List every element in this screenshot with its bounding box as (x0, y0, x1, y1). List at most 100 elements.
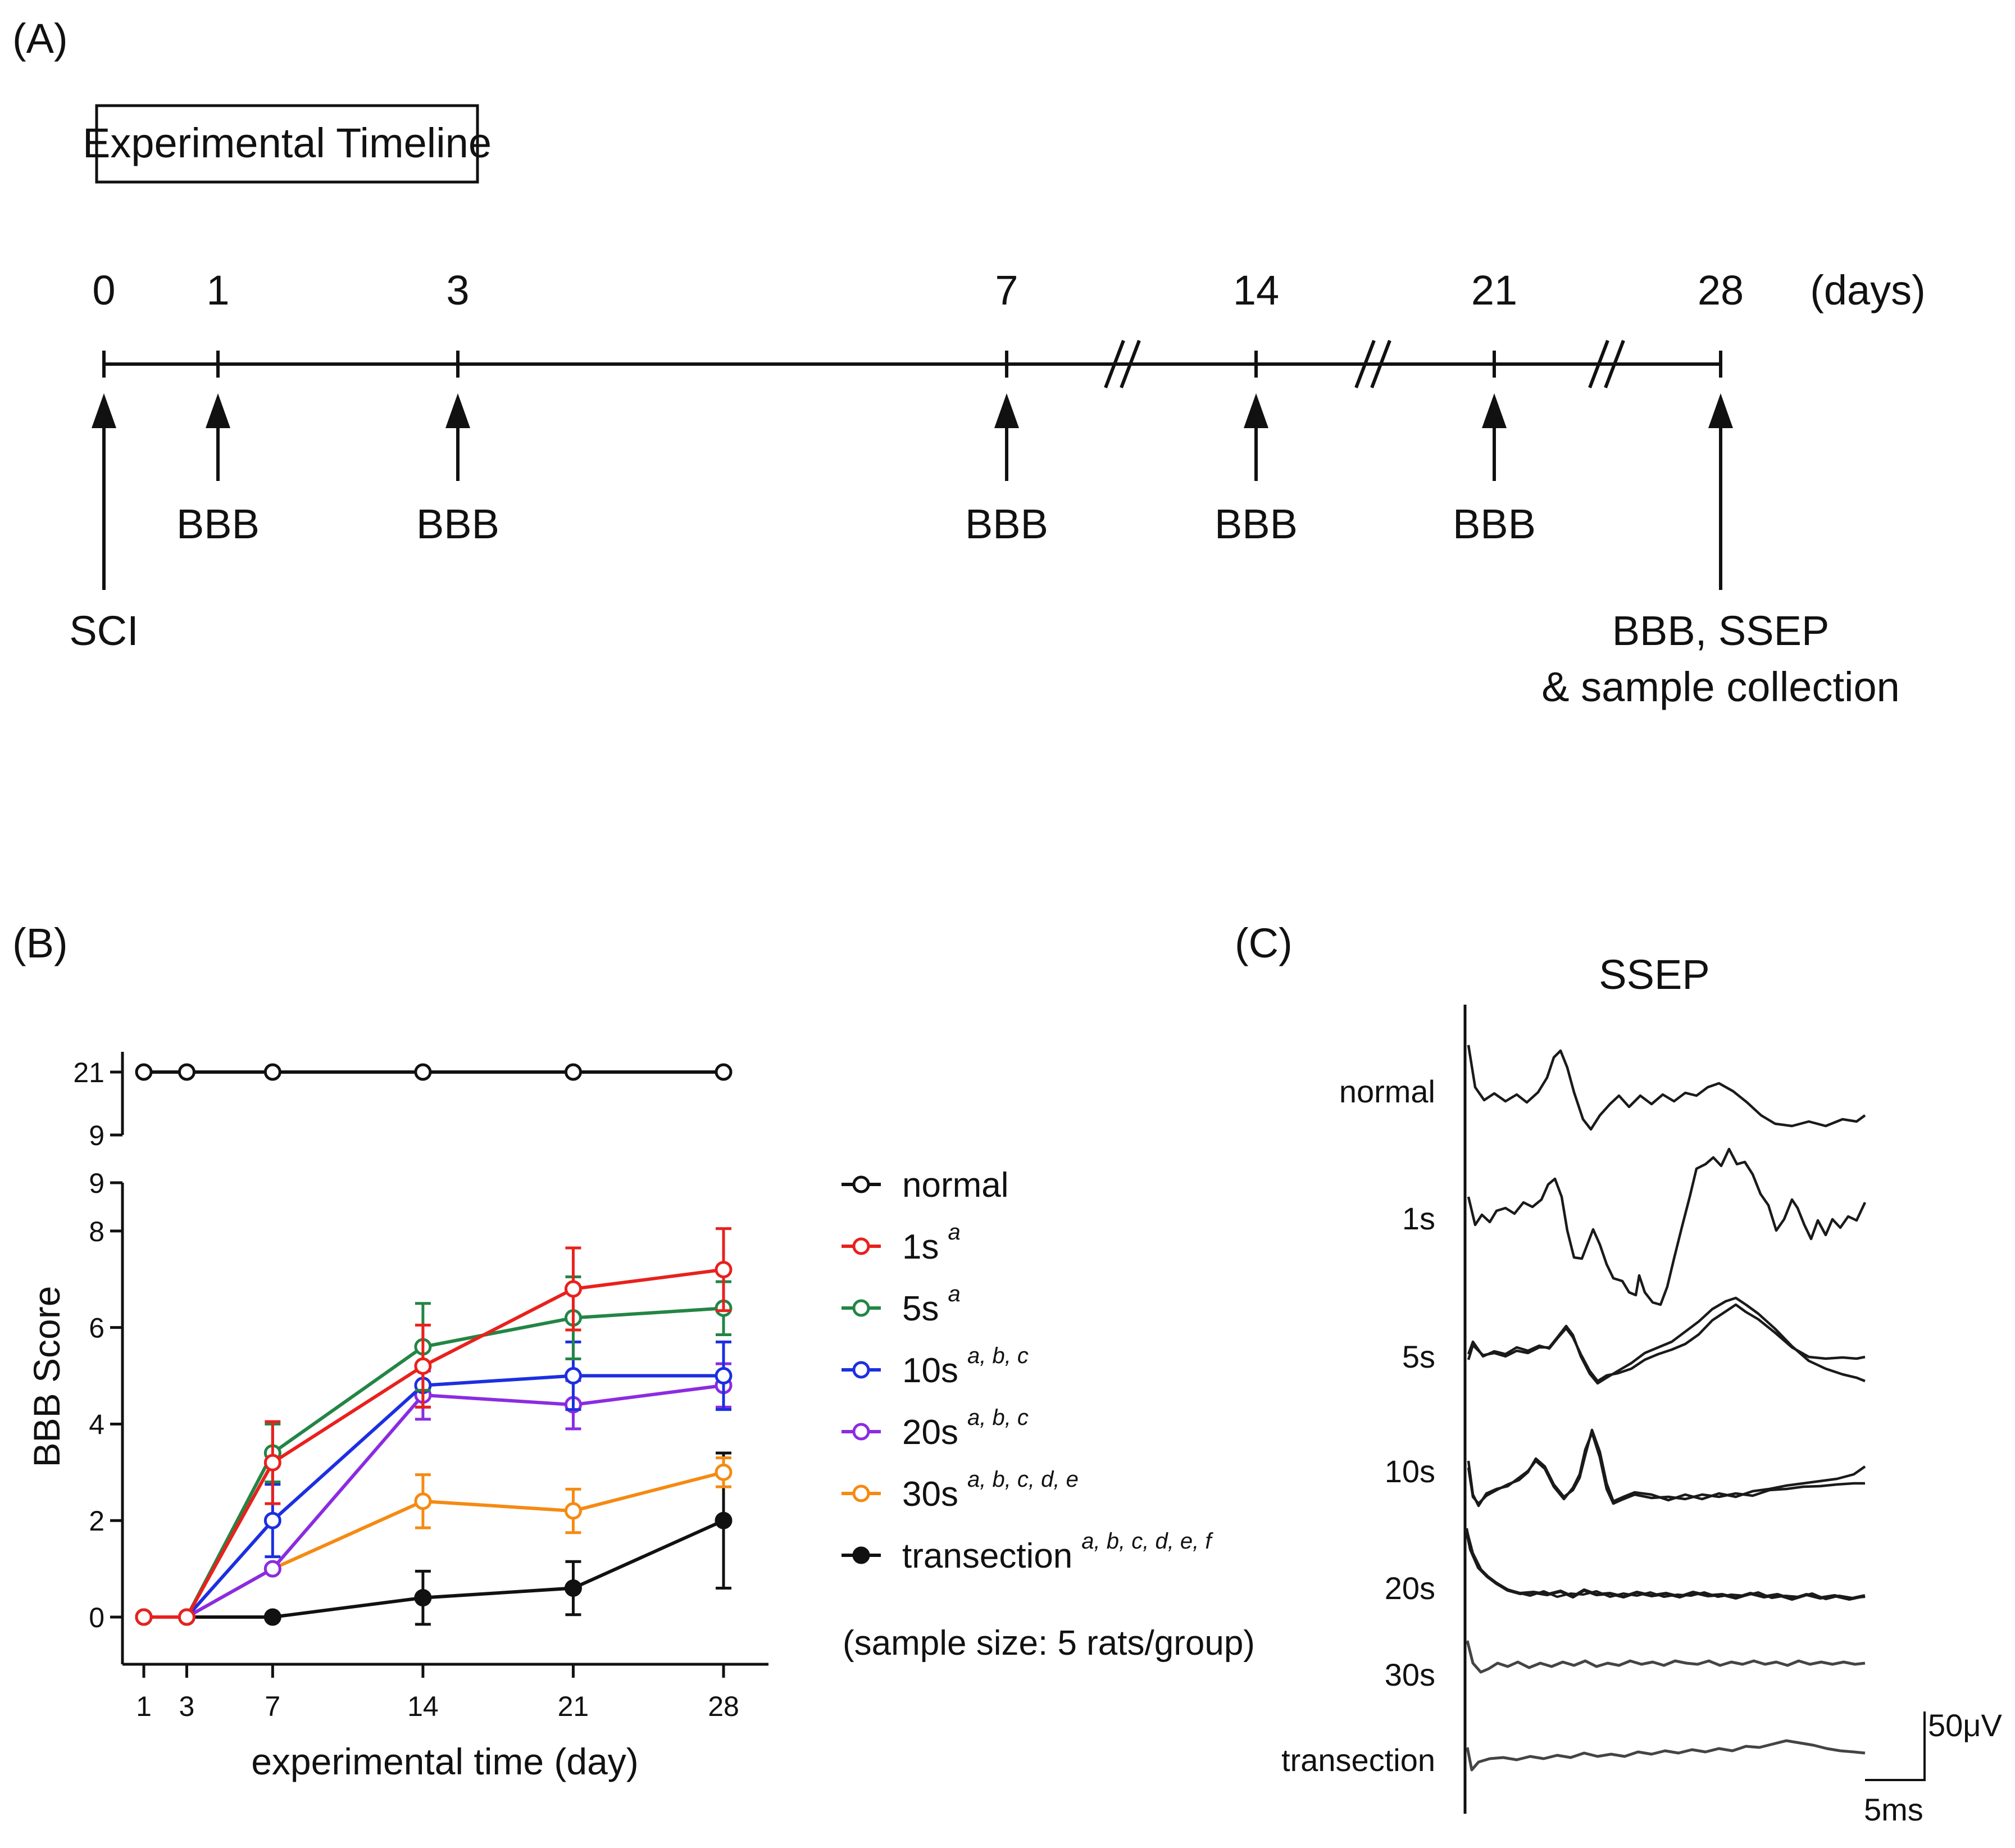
legend-item-5s: 5s a (842, 1282, 961, 1328)
up-arrow-icon (1482, 393, 1507, 428)
timeline-event-label: BBB, SSEP (1612, 607, 1830, 654)
data-point (263, 1063, 281, 1081)
x-axis-label: experimental time (day) (251, 1741, 639, 1782)
timeline-title-box (95, 104, 479, 184)
data-point (564, 1579, 582, 1597)
timeline-event-label: BBB (176, 501, 260, 547)
axis-break-icon (1354, 339, 1391, 389)
timeline-tick-28: 28 BBB, SSEP & sample collection (1541, 267, 1900, 710)
data-point (414, 1492, 432, 1510)
data-point (178, 1063, 195, 1081)
y-tick-label: 6 (89, 1313, 104, 1344)
data-point (715, 1063, 733, 1081)
data-point (263, 1454, 281, 1472)
timeline-event-label: BBB (965, 501, 1048, 547)
timeline-title: Experimental Timeline (83, 120, 492, 166)
data-point (263, 1560, 281, 1578)
ssep-scale-bar (1865, 1711, 1926, 1781)
legend-marker (852, 1361, 870, 1379)
timeline-event-label: BBB (1453, 501, 1536, 547)
x-tick-label: 3 (179, 1691, 195, 1722)
y-tick-label: 9 (89, 1168, 104, 1199)
legend-superscript: a, b, c, d, e (967, 1467, 1079, 1492)
panel-label-c: (C) (1235, 920, 1293, 966)
ssep-trace-30s (1466, 1640, 1866, 1674)
data-point (564, 1367, 582, 1385)
panel-a: (A) Experimental Timeline (days) 0 SCI 1… (12, 15, 1926, 710)
timeline-day: 21 (1471, 267, 1517, 314)
timeline-day: 1 (206, 267, 229, 314)
timeline-tick-3: 3 BBB (416, 267, 499, 547)
data-point (414, 1063, 432, 1081)
y-tick-label: 8 (89, 1216, 104, 1247)
panel-label-a: (A) (12, 15, 68, 62)
ssep-trace-transection (1466, 1739, 1866, 1772)
series-normal (135, 1063, 733, 1081)
ssep-row-label: 30s (1385, 1657, 1435, 1692)
ssep-trace-5s-b (1467, 1296, 1866, 1385)
x-tick-label: 28 (708, 1691, 739, 1722)
panel-b: (B) 0 2 4 6 8 9 21 9 1 3 7 14 21 28 BBB Score experi… (12, 920, 1255, 1782)
timeline-day: 14 (1233, 267, 1279, 314)
data-point (135, 1063, 153, 1081)
timeline-tick-21: 21 BBB (1453, 267, 1536, 547)
ssep-trace-20s-b (1466, 1531, 1866, 1600)
legend-label: normal (902, 1166, 1009, 1205)
timeline-day: 3 (446, 267, 469, 314)
legend-label: transection a, b, c, d, e, f (902, 1529, 1213, 1575)
legend-superscript: a, b, c, d, e, f (1081, 1529, 1213, 1554)
sample-size-note: (sample size: 5 rats/group) (843, 1624, 1255, 1663)
data-point (564, 1280, 582, 1298)
legend-marker (852, 1546, 870, 1564)
y-axis-label: BBB Score (26, 1286, 67, 1468)
ssep-scale-voltage: 50μV (1928, 1708, 2003, 1743)
ssep-row-label: normal (1339, 1074, 1435, 1109)
timeline-tick-1: 1 BBB (176, 267, 260, 547)
ssep-scale-time: 5ms (1864, 1792, 1923, 1827)
legend-marker (852, 1299, 870, 1317)
timeline-tick-14: 14 BBB (1215, 267, 1298, 547)
timeline-unit: (days) (1810, 267, 1926, 314)
data-point (263, 1511, 281, 1529)
ssep-row-label: 1s (1402, 1201, 1435, 1236)
timeline-event-label: BBB (1215, 501, 1298, 547)
legend-marker (852, 1237, 870, 1255)
timeline-tick-0: 0 SCI (69, 267, 138, 654)
timeline-day: 0 (92, 267, 115, 314)
up-arrow-icon (445, 393, 470, 428)
timeline-day: 28 (1698, 267, 1744, 314)
data-point (135, 1608, 153, 1626)
data-point (715, 1367, 733, 1385)
data-point (414, 1589, 432, 1607)
x-tick-label: 7 (265, 1691, 280, 1722)
ssep-title: SSEP (1599, 951, 1709, 998)
x-ticks: 1 3 7 14 21 28 (136, 1664, 739, 1722)
timeline-event-label: SCI (69, 607, 138, 654)
y-tick-label: 4 (89, 1409, 104, 1440)
plot-series (135, 1063, 733, 1626)
panel-c: (C) SSEP normal 1s 5s 10s 20s 30s transe… (1235, 920, 2003, 1827)
x-tick-label: 1 (136, 1691, 152, 1722)
series-1s (135, 1227, 733, 1626)
y-ticks: 0 2 4 6 8 9 21 9 (73, 1057, 122, 1633)
ssep-trace-10s-b (1467, 1428, 1866, 1505)
data-point (564, 1502, 582, 1520)
legend-marker (852, 1175, 870, 1193)
timeline-tick-7: 7 BBB (965, 267, 1048, 547)
timeline-event-label: BBB (416, 501, 499, 547)
data-point (715, 1463, 733, 1481)
legend-superscript: a, b, c (967, 1343, 1029, 1368)
legend-marker (852, 1484, 870, 1502)
legend-item-transection: transection a, b, c, d, e, f (842, 1529, 1213, 1575)
y-tick-label: 21 (73, 1057, 104, 1088)
up-arrow-icon (1708, 393, 1733, 428)
x-tick-label: 14 (407, 1691, 439, 1722)
up-arrow-icon (206, 393, 230, 428)
legend-item-normal: normal (842, 1166, 1009, 1205)
data-point (263, 1608, 281, 1626)
axis-break-icon (1104, 339, 1141, 389)
legend-superscript: a, b, c (967, 1405, 1029, 1430)
up-arrow-icon (92, 393, 116, 428)
